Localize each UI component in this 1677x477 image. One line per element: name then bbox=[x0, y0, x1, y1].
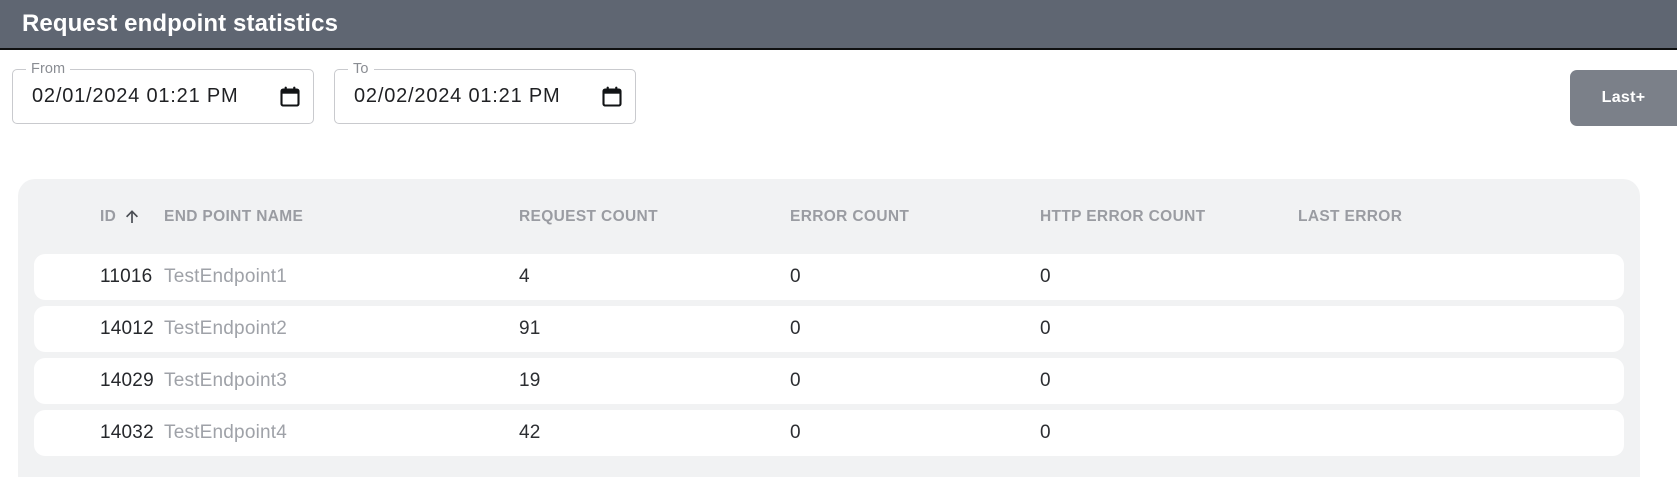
cell-id: 14012 bbox=[100, 318, 154, 339]
cell-request-count: 42 bbox=[519, 422, 541, 443]
column-header-request-count[interactable]: Request count bbox=[519, 207, 658, 225]
column-header-endpoint-name[interactable]: End point name bbox=[164, 207, 304, 225]
statistics-table: ID End point name Request count Error co… bbox=[18, 179, 1640, 477]
cell-http-error-count: 0 bbox=[1040, 266, 1051, 287]
cell-http-error-count: 0 bbox=[1040, 318, 1051, 339]
table-row[interactable]: 14029 TestEndpoint3 19 0 0 bbox=[34, 358, 1624, 404]
page-title: Request endpoint statistics bbox=[22, 10, 339, 37]
to-field-label: To bbox=[348, 61, 374, 77]
from-datetime-field[interactable]: From 02/01/2024 01:21 PM bbox=[12, 61, 314, 124]
cell-endpoint-name[interactable]: TestEndpoint2 bbox=[164, 318, 288, 339]
cell-error-count: 0 bbox=[790, 318, 801, 339]
column-header-error-count[interactable]: Error count bbox=[790, 207, 910, 225]
column-header-last-error[interactable]: Last error bbox=[1298, 207, 1403, 225]
cell-http-error-count: 0 bbox=[1040, 370, 1051, 391]
cell-error-count: 0 bbox=[790, 422, 801, 443]
cell-endpoint-name[interactable]: TestEndpoint4 bbox=[164, 422, 288, 443]
filter-toolbar: From 02/01/2024 01:21 PM To 02/02/2024 0… bbox=[0, 50, 1677, 165]
arrow-up-icon[interactable] bbox=[124, 209, 140, 225]
table-row[interactable]: 14012 TestEndpoint2 91 0 0 bbox=[34, 306, 1624, 352]
from-datetime-value[interactable]: 02/01/2024 01:21 PM bbox=[32, 85, 239, 107]
cell-http-error-count: 0 bbox=[1040, 422, 1051, 443]
last-button[interactable]: Last+ bbox=[1570, 70, 1677, 126]
column-header-http-error-count[interactable]: Http error count bbox=[1040, 207, 1206, 225]
to-datetime-field[interactable]: To 02/02/2024 01:21 PM bbox=[334, 61, 636, 124]
table-row[interactable]: 14032 TestEndpoint4 42 0 0 bbox=[34, 410, 1624, 456]
cell-request-count: 19 bbox=[519, 370, 541, 391]
calendar-icon[interactable] bbox=[280, 86, 300, 107]
column-header-id[interactable]: ID bbox=[34, 208, 164, 226]
cell-request-count: 91 bbox=[519, 318, 541, 339]
cell-error-count: 0 bbox=[790, 266, 801, 287]
cell-error-count: 0 bbox=[790, 370, 801, 391]
calendar-icon[interactable] bbox=[602, 86, 622, 107]
from-field-label: From bbox=[26, 61, 71, 77]
table-row[interactable]: 11016 TestEndpoint1 4 0 0 bbox=[34, 254, 1624, 300]
column-header-id-label: ID bbox=[100, 207, 117, 225]
cell-id: 14029 bbox=[100, 370, 154, 391]
cell-endpoint-name[interactable]: TestEndpoint1 bbox=[164, 266, 288, 287]
app-bar: Request endpoint statistics bbox=[0, 0, 1677, 50]
cell-endpoint-name[interactable]: TestEndpoint3 bbox=[164, 370, 288, 391]
cell-request-count: 4 bbox=[519, 266, 530, 287]
cell-id: 14032 bbox=[100, 422, 154, 443]
table-header-row: ID End point name Request count Error co… bbox=[18, 179, 1640, 254]
to-datetime-value[interactable]: 02/02/2024 01:21 PM bbox=[354, 85, 561, 107]
cell-id: 11016 bbox=[100, 266, 153, 287]
